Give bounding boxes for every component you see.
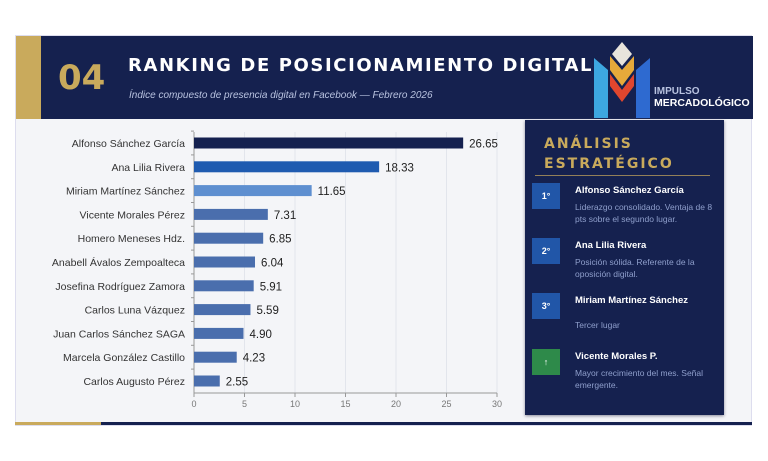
- item-name: Vicente Morales P.: [575, 351, 658, 362]
- bar: [194, 256, 256, 268]
- bar-value-label: 18.33: [385, 162, 414, 174]
- x-tick-label: 30: [492, 399, 502, 409]
- page-subtitle: Índice compuesto de presencia digital en…: [129, 90, 433, 101]
- category-label: Alfonso Sánchez García: [72, 138, 185, 150]
- category-label: Juan Carlos Sánchez SAGA: [53, 328, 185, 340]
- category-label: Carlos Luna Vázquez: [85, 305, 185, 317]
- panel-title: ANÁLISIS ESTRATÉGICO: [544, 134, 714, 174]
- item-desc: Mayor crecimiento del mes. Señal emergen…: [575, 368, 704, 390]
- bar: [194, 327, 244, 339]
- bar: [194, 185, 312, 197]
- bar: [194, 280, 254, 292]
- analysis-panel: ANÁLISIS ESTRATÉGICO 1° Alfonso Sánchez …: [525, 120, 724, 415]
- category-label: Anabell Ávalos Zempoalteca: [52, 256, 185, 269]
- bar: [194, 161, 380, 173]
- bar: [194, 304, 251, 316]
- bar-value-label: 4.90: [249, 329, 271, 341]
- divider: [535, 175, 710, 176]
- category-label: Homero Meneses Hdz.: [78, 233, 185, 245]
- bar-value-label: 4.23: [243, 353, 265, 365]
- rank-badge: 1°: [532, 183, 560, 209]
- category-label: Ana Lilia Rivera: [111, 162, 185, 174]
- panel-title-line: ESTRATÉGICO: [544, 156, 674, 172]
- footer-accent-navy: [101, 422, 752, 425]
- bar-value-label: 2.55: [226, 377, 248, 389]
- bar: [194, 375, 220, 387]
- item-desc: Liderazgo consolidado. Ventaja de 8 pts …: [575, 202, 713, 224]
- x-tick-label: 25: [441, 399, 451, 409]
- logo-text: IMPULSO: [654, 86, 700, 97]
- item-name: Alfonso Sánchez García: [575, 185, 684, 196]
- x-tick-label: 15: [340, 399, 350, 409]
- arrow-up-icon: ↑: [532, 349, 560, 375]
- logo-text: MERCADOLÓGICO: [654, 97, 750, 109]
- x-tick-label: 5: [242, 399, 247, 409]
- category-label: Carlos Augusto Pérez: [83, 376, 185, 388]
- bar-value-label: 6.04: [261, 258, 284, 270]
- category-label: Marcela González Castillo: [63, 352, 185, 364]
- gold-accent: [16, 36, 41, 119]
- x-tick-label: 20: [391, 399, 401, 409]
- bar-value-label: 5.59: [256, 305, 278, 317]
- section-number: 04: [58, 58, 106, 98]
- category-label: Josefina Rodríguez Zamora: [55, 281, 185, 293]
- bar-value-label: 5.91: [260, 281, 282, 293]
- bar: [194, 351, 237, 363]
- bar: [194, 137, 464, 149]
- bar: [194, 232, 264, 244]
- item-name: Miriam Martínez Sánchez: [575, 295, 688, 306]
- item-desc: Posición sólida. Referente de la oposici…: [575, 257, 695, 279]
- header: 04 RANKING DE POSICIONAMIENTO DIGITAL Ín…: [16, 36, 753, 119]
- bar-value-label: 7.31: [274, 210, 296, 222]
- x-tick-label: 0: [191, 399, 196, 409]
- category-label: Vicente Morales Pérez: [80, 209, 185, 221]
- footer-accent-gold: [15, 422, 101, 425]
- bar-value-label: 11.65: [318, 186, 346, 198]
- bar-value-label: 26.65: [469, 139, 498, 151]
- panel-title-line: ANÁLISIS: [544, 136, 633, 152]
- item-desc: Tercer lugar: [575, 320, 620, 330]
- bar: [194, 208, 268, 220]
- rank-badge: 3°: [532, 293, 560, 319]
- logo-icon: [594, 42, 650, 118]
- item-name: Ana Lilia Rivera: [575, 240, 647, 251]
- x-tick-label: 10: [290, 399, 300, 409]
- category-label: Miriam Martínez Sánchez: [66, 186, 185, 198]
- rank-badge: 2°: [532, 238, 560, 264]
- bar-value-label: 6.85: [269, 234, 291, 246]
- page-title: RANKING DE POSICIONAMIENTO DIGITAL: [128, 55, 594, 76]
